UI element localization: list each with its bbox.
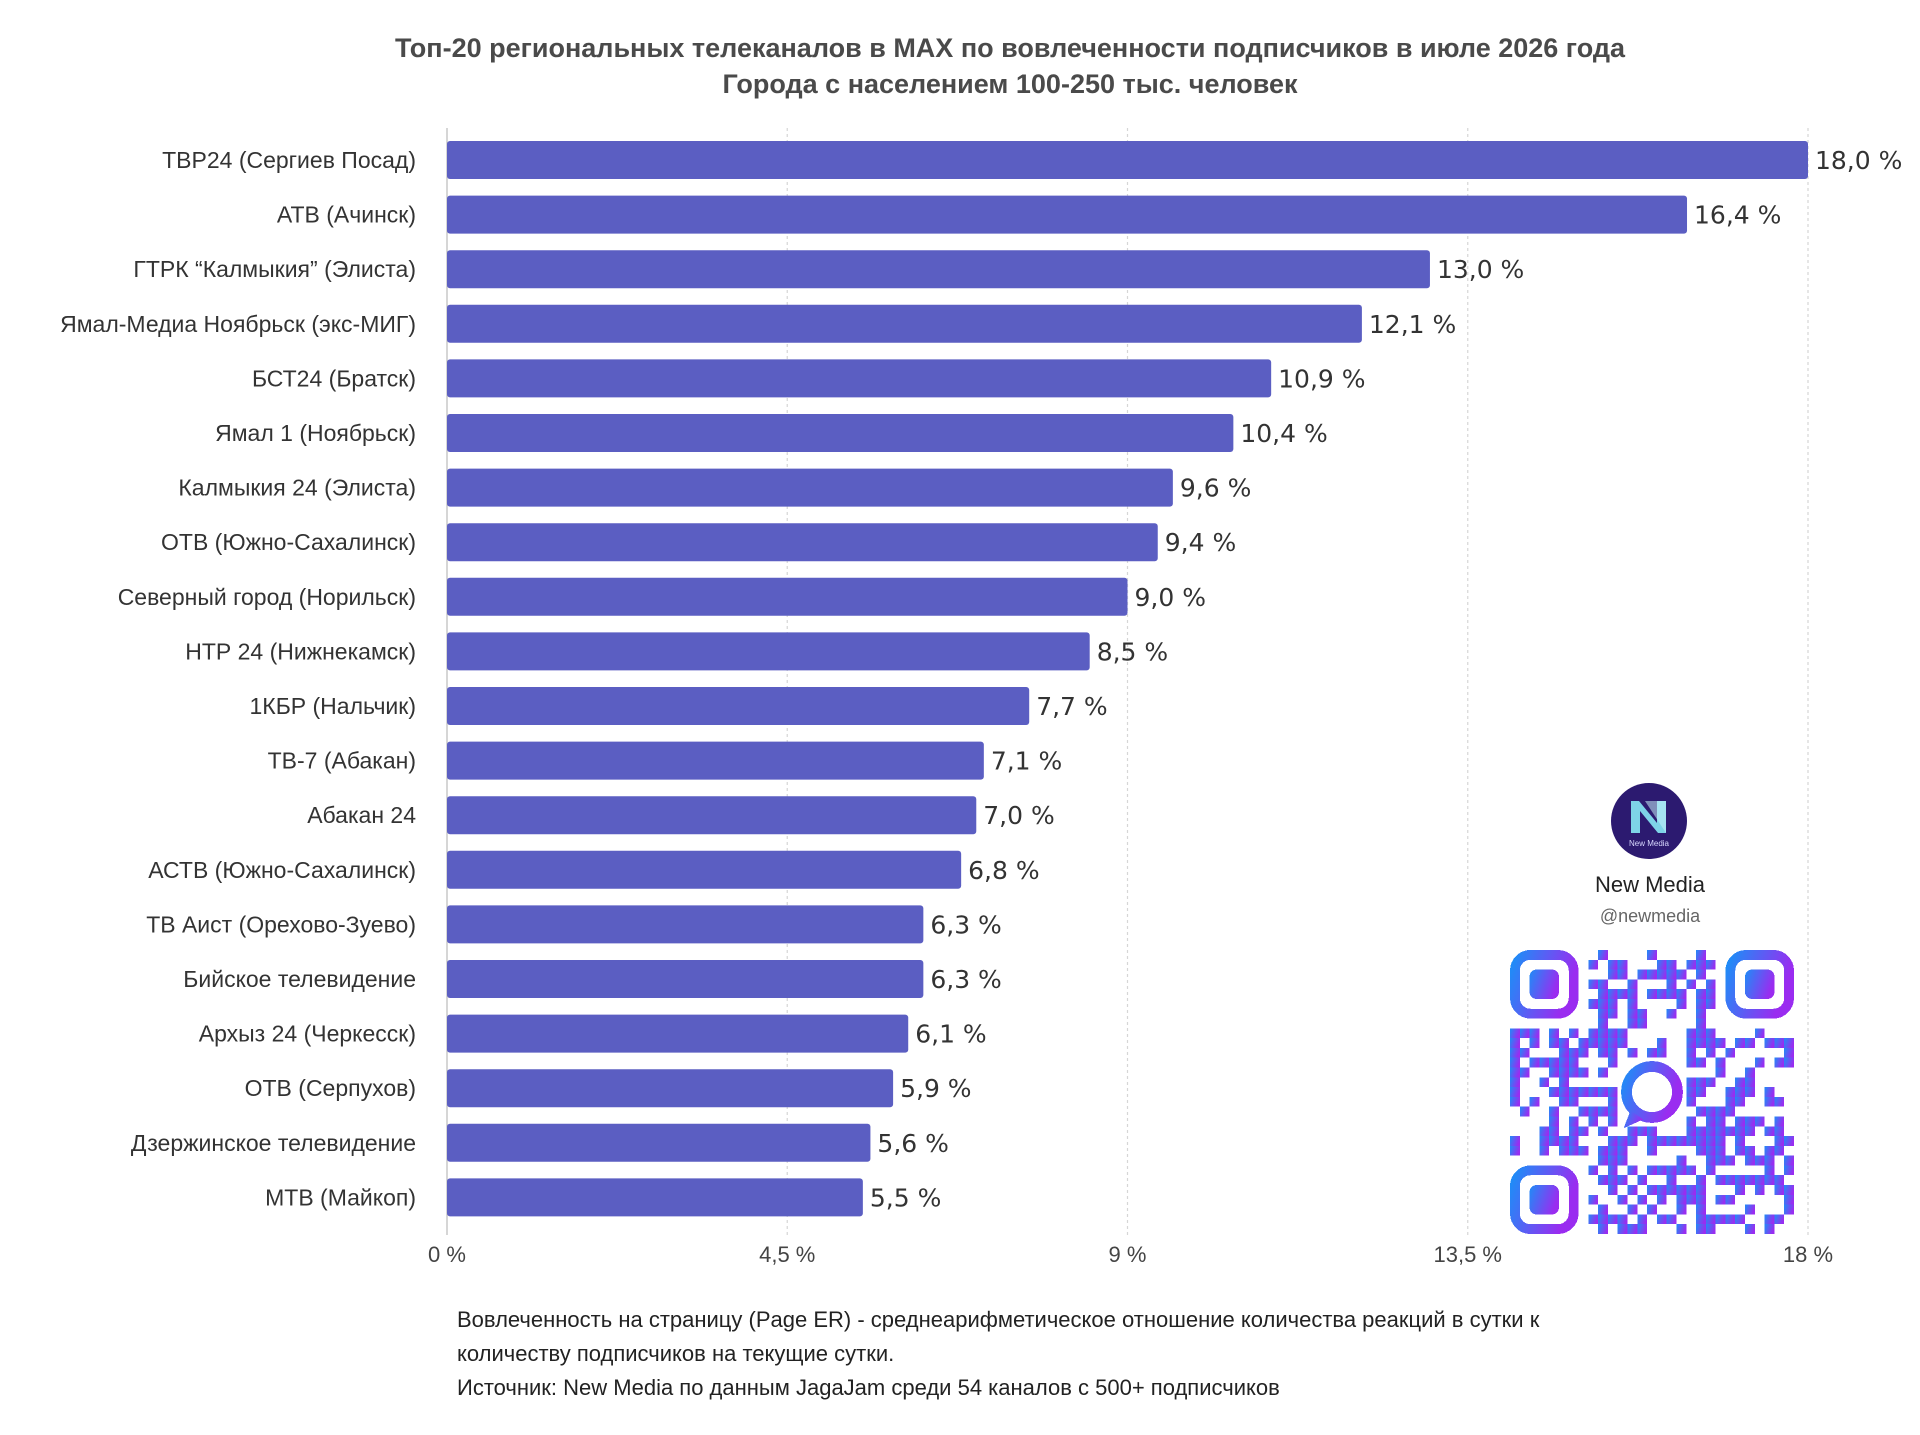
value-label: 6,8 %: [968, 856, 1039, 885]
category-label: МТВ (Майкоп): [265, 1184, 416, 1210]
category-label: ТВР24 (Сергиев Посад): [162, 147, 416, 173]
category-label: Бийское телевидение: [183, 966, 416, 992]
category-label: ОТВ (Южно-Сахалинск): [161, 529, 416, 555]
chart-title-line-1: Топ-20 региональных телеканалов в MAX по…: [395, 33, 1625, 63]
category-label: ТВ Аист (Орехово-Зуево): [146, 911, 416, 937]
bars: [447, 141, 1808, 1217]
bar: [447, 960, 924, 998]
bar: [447, 850, 962, 889]
category-labels: ТВР24 (Сергиев Посад) АТВ (Ачинск) ГТРК “К…: [60, 147, 416, 1210]
bar: [447, 195, 1688, 234]
x-tick-label: 18 %: [1783, 1242, 1833, 1267]
bar: [447, 468, 1173, 507]
bar: [447, 250, 1430, 289]
value-label: 16,4 %: [1694, 201, 1781, 230]
logo-text: New Media: [1629, 839, 1670, 848]
footnote-source: Источник: New Media по данным JagaJam ср…: [457, 1375, 1280, 1400]
footnote-line-1: Вовлеченность на страницу (Page ER) - ср…: [457, 1307, 1540, 1332]
bar: [447, 414, 1234, 452]
bar: [447, 1014, 909, 1053]
bar: [447, 1123, 871, 1162]
value-label: 7,1 %: [991, 747, 1062, 776]
category-label: ТВ-7 (Абакан): [268, 748, 416, 774]
value-label: 10,9 %: [1278, 364, 1365, 393]
brand-handle: @newmedia: [1599, 906, 1701, 926]
category-label: Абакан 24: [307, 802, 416, 828]
category-label: АСТВ (Южно-Сахалинск): [148, 857, 416, 883]
value-label: 6,3 %: [930, 910, 1001, 939]
bar: [447, 1069, 894, 1108]
chart-title: Топ-20 региональных телеканалов в MAX по…: [0, 30, 1920, 102]
brand-block: New Media New Media @newmedia: [1500, 780, 1800, 1240]
category-label: НТР 24 (Нижнекамск): [185, 638, 416, 664]
category-label: Калмыкия 24 (Элиста): [178, 475, 416, 501]
chart-title-line-2: Города с населением 100-250 тыс. человек: [722, 69, 1298, 99]
value-label: 18,0 %: [1815, 146, 1902, 175]
value-label: 13,0 %: [1437, 255, 1524, 284]
bar-chart: ТВР24 (Сергиев Посад) АТВ (Ачинск) ГТРК “К…: [60, 128, 1903, 1267]
bar: [447, 687, 1030, 725]
category-label: Северный город (Норильск): [118, 584, 416, 610]
category-label: Дзержинское телевидение: [131, 1130, 416, 1156]
bar: [447, 359, 1272, 398]
bar: [447, 796, 977, 835]
x-tick-label: 9 %: [1109, 1242, 1147, 1267]
value-label: 9,4 %: [1165, 528, 1236, 557]
category-label: АТВ (Ачинск): [277, 202, 416, 228]
bar: [447, 141, 1808, 179]
new-media-logo-icon: New Media: [1611, 783, 1687, 859]
x-tick-label: 4,5 %: [759, 1242, 815, 1267]
value-label: 7,0 %: [983, 801, 1054, 830]
brand-name: New Media: [1594, 872, 1706, 897]
category-label: ГТРК “Калмыкия” (Элиста): [133, 256, 416, 282]
footnote: Вовлеченность на страницу (Page ER) - ср…: [457, 1303, 1757, 1405]
footnote-line-2: количеству подписчиков на текущие сутки.: [457, 1341, 895, 1366]
x-tick-label: 0 %: [428, 1242, 466, 1267]
category-label: ОТВ (Серпухов): [245, 1075, 416, 1101]
category-label: Ямал-Медиа Ноябрьск (экс-МИГ): [60, 311, 416, 337]
x-tick-label: 13,5 %: [1434, 1242, 1503, 1267]
bar: [447, 304, 1362, 343]
bar: [447, 577, 1128, 616]
qr-code-icon[interactable]: [1510, 950, 1794, 1234]
value-label: 9,6 %: [1180, 474, 1251, 503]
value-label: 5,9 %: [900, 1074, 971, 1103]
value-label: 10,4 %: [1240, 419, 1327, 448]
category-label: Ямал 1 (Ноябрьск): [215, 420, 416, 446]
value-label: 6,1 %: [915, 1020, 986, 1049]
bar: [447, 632, 1090, 671]
value-label: 9,0 %: [1135, 583, 1206, 612]
bar: [447, 1178, 863, 1217]
bar: [447, 523, 1158, 562]
bar: [447, 741, 984, 780]
x-axis-ticks: 0 % 4,5 % 9 % 13,5 % 18 %: [428, 1242, 1833, 1267]
value-label: 5,5 %: [870, 1183, 941, 1212]
category-label: 1КБР (Нальчик): [250, 693, 417, 719]
value-label: 12,1 %: [1369, 310, 1456, 339]
value-label: 8,5 %: [1097, 637, 1168, 666]
bar: [447, 905, 924, 944]
value-label: 7,7 %: [1036, 692, 1107, 721]
value-label: 5,6 %: [877, 1129, 948, 1158]
category-label: Архыз 24 (Черкесск): [199, 1021, 416, 1047]
value-label: 6,3 %: [930, 965, 1001, 994]
value-labels: 18,0 % 16,4 % 13,0 % 12,1 %10,9 % 10,4 % 9,6 …: [870, 146, 1903, 1212]
category-label: БСТ24 (Братск): [252, 365, 416, 391]
